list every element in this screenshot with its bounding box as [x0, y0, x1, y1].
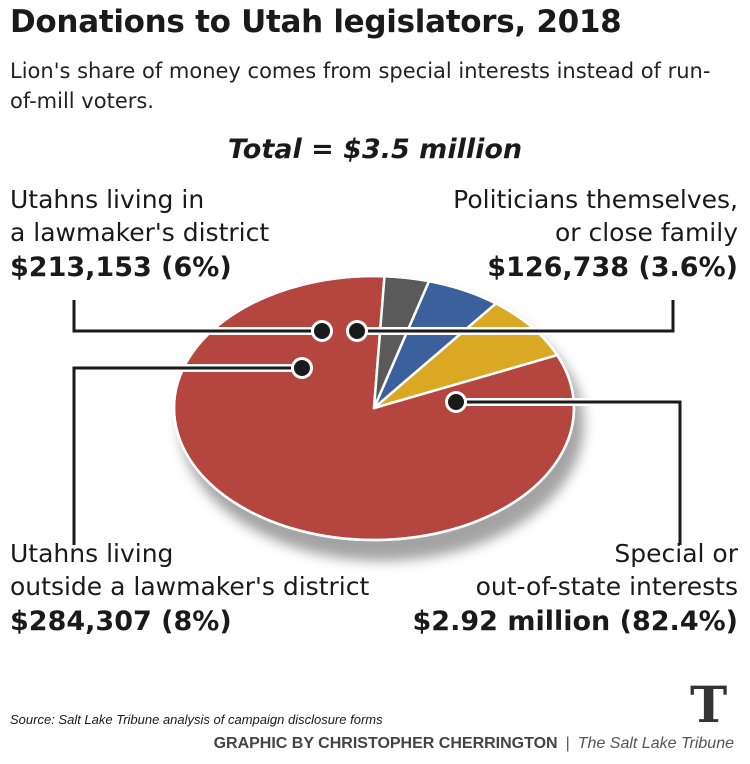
leader-politicians-dot	[349, 323, 365, 339]
credit-line: GRAPHIC BY CHRISTOPHER CHERRINGTON | The S…	[0, 735, 734, 753]
slice-value-in-district: $213,153 (6%)	[10, 252, 232, 283]
total-label: Total = $3.5 million	[227, 134, 523, 165]
slice-label-politicians: Politicians themselves, or close family …	[453, 183, 738, 287]
credit-separator: |	[565, 735, 570, 752]
leader-outside-district	[72, 366, 302, 545]
slice-value-outside-district: $284,307 (8%)	[10, 606, 232, 637]
slice-label-special-interests: Special or out-of-state interests $2.92 …	[413, 537, 738, 641]
slice-label-in-district-line1: Utahns living in	[10, 185, 205, 214]
leader-lines	[70, 300, 684, 545]
leader-politicians	[357, 300, 675, 333]
slice-label-outside-district: Utahns living outside a lawmaker's distr…	[10, 537, 369, 641]
slice-label-outside-district-line1: Utahns living	[10, 539, 174, 568]
tribune-logo: T	[690, 675, 728, 734]
slice-label-in-district: Utahns living in a lawmaker's district $…	[10, 183, 269, 287]
pie-slices	[172, 274, 576, 542]
credit-byline: GRAPHIC BY CHRISTOPHER CHERRINGTON	[213, 735, 558, 752]
chart-subtitle: Lion's share of money comes from special…	[10, 59, 711, 113]
chart-title: Donations to Utah legislators, 2018	[10, 4, 622, 40]
slice-value-politicians: $126,738 (3.6%)	[487, 252, 738, 283]
leader-in-district	[72, 300, 322, 333]
slice-label-in-district-line2: a lawmaker's district	[10, 218, 270, 247]
slice-value-special-interests: $2.92 million (82.4%)	[412, 606, 738, 637]
leader-in-district-dot	[314, 323, 330, 339]
slice-label-politicians-line1: Politicians themselves,	[453, 185, 738, 214]
leader-special-interests-dot	[448, 394, 464, 410]
pie-rim	[172, 274, 576, 542]
leader-outside-district-dot	[294, 360, 310, 376]
slice-label-special-interests-line1: Special or	[614, 539, 738, 568]
credit-publisher: The Salt Lake Tribune	[577, 735, 734, 752]
slice-label-politicians-line2: or close family	[554, 218, 738, 247]
leader-special-interests	[456, 400, 682, 545]
slice-label-outside-district-line2: outside a lawmaker's district	[10, 572, 370, 601]
slice-label-special-interests-line2: out-of-state interests	[475, 572, 738, 601]
source-note: Source: Salt Lake Tribune analysis of ca…	[10, 712, 383, 727]
